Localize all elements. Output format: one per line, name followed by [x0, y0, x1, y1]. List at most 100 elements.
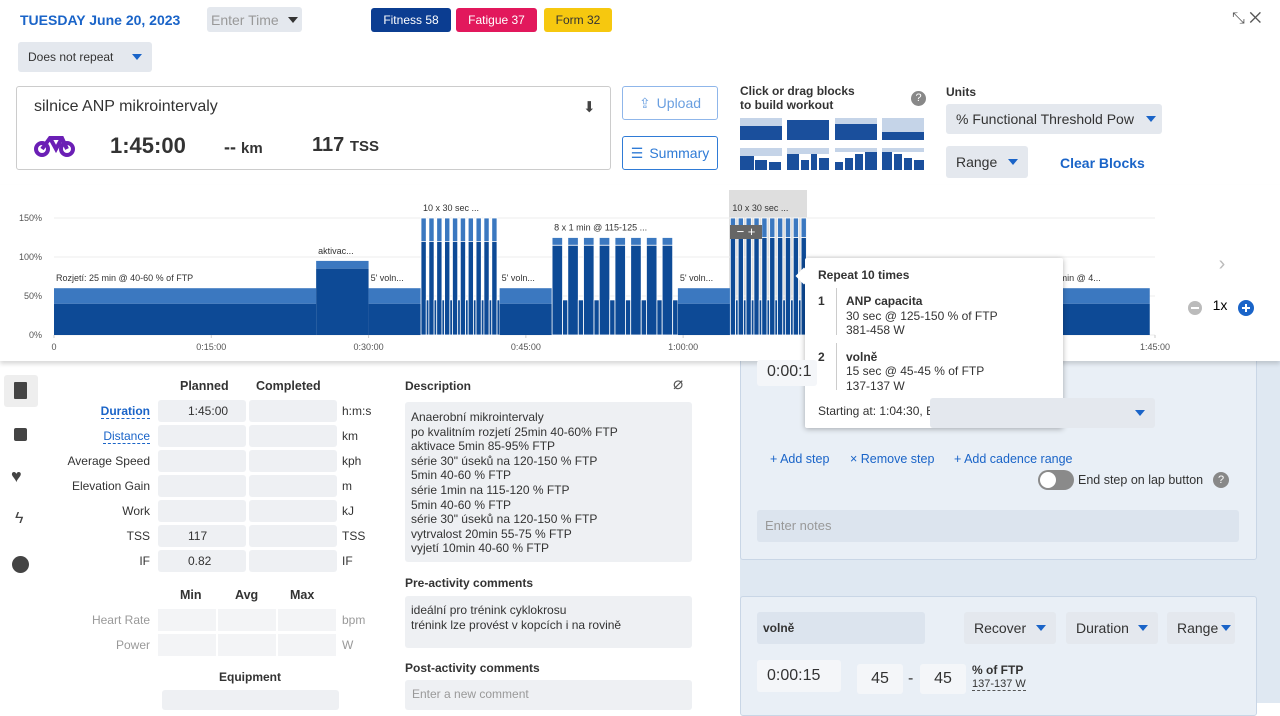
step-band — [784, 217, 792, 238]
target-type-value: Range — [1177, 620, 1219, 636]
units-select[interactable]: % Functional Threshold Pow — [946, 104, 1162, 134]
next-arrow[interactable]: › — [1219, 253, 1226, 275]
step-band — [614, 237, 626, 246]
form-badge: Form 32 — [544, 8, 612, 32]
x-tick-label: 1:00:00 — [668, 342, 698, 352]
repeat-controls[interactable] — [730, 225, 762, 239]
planned-box[interactable]: 1:45:00 — [158, 400, 246, 422]
intensity-select[interactable]: Recover — [964, 612, 1056, 644]
step — [467, 217, 474, 336]
planned-box[interactable]: 117 — [158, 525, 246, 547]
step-base — [661, 244, 674, 336]
tab-icon[interactable] — [14, 428, 27, 441]
bike-select[interactable] — [162, 690, 339, 710]
attach-icon[interactable]: ⌀ — [673, 374, 684, 393]
unit: kph — [342, 454, 362, 468]
repeat-select[interactable]: Does not repeat — [18, 42, 152, 72]
step-select[interactable] — [930, 398, 1155, 428]
step-base — [640, 299, 647, 336]
step-base — [609, 299, 616, 336]
description-box[interactable]: Anaerobní mikrointervaly po kvalitním roz… — [405, 402, 692, 562]
upload-button[interactable]: ⇪ Upload — [622, 86, 718, 120]
time-input[interactable]: Enter Time — [207, 7, 302, 32]
text-line: série 30" úseků na 120-150 % FTP — [411, 453, 598, 468]
add-cadence[interactable]: + Add cadence range — [954, 452, 1073, 466]
completed-box[interactable] — [249, 475, 337, 497]
completed-box[interactable] — [249, 450, 337, 472]
target-high[interactable]: 45 — [920, 664, 966, 694]
target-low[interactable]: 45 — [857, 664, 903, 694]
step-name[interactable]: volně — [757, 612, 925, 644]
completed-box[interactable] — [249, 400, 337, 422]
window-icons[interactable]: ⤡ ✕ — [1232, 10, 1262, 27]
step — [593, 299, 600, 336]
notes-input[interactable]: Enter notes — [757, 510, 1239, 542]
planned-value: 1:45:00 — [188, 404, 229, 418]
duration-type-select[interactable]: Duration — [1066, 612, 1158, 644]
remove-step-label: Remove step — [860, 452, 935, 466]
zoom-in-icon — [1242, 304, 1250, 312]
target-type-select[interactable]: Range — [1167, 612, 1235, 644]
step-band — [777, 217, 784, 238]
range-select[interactable]: Range — [946, 146, 1028, 178]
bike-icon — [34, 136, 75, 157]
value-box — [218, 609, 276, 631]
equipment-label: Equipment — [219, 670, 281, 684]
y-tick-label: 0% — [29, 330, 42, 340]
step — [496, 299, 501, 336]
download-icon[interactable]: ⬇ — [583, 99, 596, 116]
block-palette[interactable] — [740, 118, 926, 172]
step-duration[interactable]: 0:00:15 — [757, 660, 841, 692]
unit: kJ — [342, 504, 354, 518]
completed-box[interactable] — [249, 550, 337, 572]
tab-icon[interactable] — [12, 556, 29, 573]
completed-box[interactable] — [249, 525, 337, 547]
completed-box[interactable] — [249, 500, 337, 522]
target-separator: - — [908, 670, 914, 687]
step-base — [459, 240, 466, 336]
post-comments-title: Post-activity comments — [405, 661, 540, 675]
tab-icon[interactable] — [14, 382, 27, 399]
clear-blocks[interactable]: Clear Blocks — [1060, 155, 1145, 171]
tooltip-title: Repeat 10 times — [818, 268, 910, 282]
planned-box[interactable] — [158, 425, 246, 447]
help-icon[interactable]: ? — [911, 91, 926, 106]
tab-icon[interactable]: ϟ — [15, 510, 24, 527]
planned-box[interactable] — [158, 500, 246, 522]
unit: m — [342, 479, 352, 493]
post-comment-input[interactable]: Enter a new comment — [405, 680, 692, 710]
planned-box[interactable] — [158, 475, 246, 497]
block-label: aktivac... — [318, 246, 354, 256]
step-band — [483, 217, 490, 242]
planned-box[interactable]: 0.82 — [158, 550, 246, 572]
distance: -- km — [224, 137, 263, 158]
tab-icon[interactable]: ♥ — [11, 466, 22, 486]
text-line: ideální pro trénink cyklokrosu — [411, 603, 567, 617]
time-placeholder: Enter Time — [211, 11, 279, 28]
help-icon[interactable]: ? — [1213, 472, 1229, 488]
builder-hint: Click or drag blocks to build workout — [740, 84, 855, 112]
unit: km — [342, 429, 358, 443]
lap-toggle[interactable] — [1038, 470, 1074, 490]
step-duration-value: 0:00:15 — [767, 667, 821, 684]
pre-comments-box[interactable]: ideální pro trénink cyklokrosu trénink lz… — [405, 596, 692, 648]
step-base — [567, 244, 579, 336]
step-band — [677, 288, 731, 304]
step-base — [562, 299, 569, 336]
step-base — [420, 240, 427, 336]
zoom-level: 1x — [1213, 297, 1228, 313]
step — [499, 288, 553, 335]
add-step[interactable]: + Add step — [770, 452, 830, 466]
summary-button[interactable]: ☰ Summary — [622, 136, 718, 170]
step — [1050, 288, 1150, 335]
remove-step[interactable]: × Remove step — [850, 452, 935, 466]
col-header: Min — [180, 588, 202, 602]
distance-value: -- — [224, 137, 236, 157]
step-base — [784, 237, 792, 336]
step — [661, 237, 674, 336]
completed-box[interactable] — [249, 425, 337, 447]
workout-title[interactable]: silnice ANP mikrointervaly — [34, 98, 218, 115]
planned-box[interactable] — [158, 450, 246, 472]
duration-input[interactable]: 0:00:1 — [757, 360, 817, 386]
